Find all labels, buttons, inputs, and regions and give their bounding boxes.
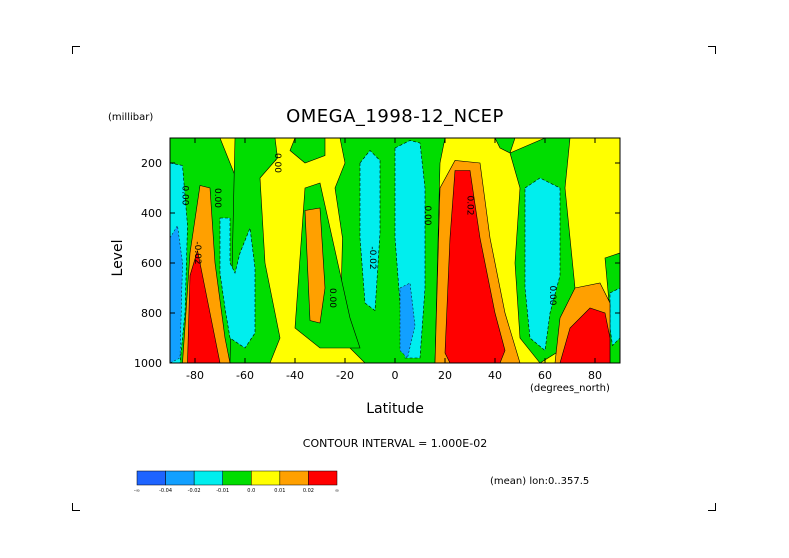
- cyan-region-2: [359, 150, 381, 312]
- orange-region-1: [304, 207, 326, 324]
- corner-mark-bottom-right: [708, 503, 716, 511]
- cyan-region-4: [524, 177, 561, 352]
- cyan-region-1: [219, 217, 256, 349]
- x-tick-label: -80: [186, 369, 204, 382]
- contour-interval-text: CONTOUR INTERVAL = 1.000E-02: [302, 437, 488, 450]
- contour-label-1: 0.00: [212, 188, 222, 208]
- contour-label-2: -0.02: [192, 241, 202, 264]
- colorbar-label: -0.02: [188, 488, 201, 494]
- colorbar-swatch: [165, 470, 195, 486]
- y-tick-label: 200: [141, 157, 162, 170]
- colorbar-label: ∞: [335, 488, 339, 494]
- x-tick-label: -20: [336, 369, 354, 382]
- lightblue-region-0: [170, 224, 183, 363]
- green-region-2: [289, 138, 326, 164]
- x-tick-label: 40: [488, 369, 502, 382]
- corner-mark-top-right: [708, 46, 716, 54]
- contour-label-3: 0.00: [272, 153, 282, 173]
- red-region-1: [444, 170, 506, 363]
- mean-text: (mean) lon:0..357.5: [490, 476, 590, 487]
- y-tick-label: 400: [141, 207, 162, 220]
- red-region-2: [559, 307, 611, 363]
- x-axis-unit: (degrees_north): [530, 383, 610, 394]
- y-axis-ticks: 200 400 600 800 1000: [134, 157, 620, 370]
- green-region-7: [494, 138, 516, 154]
- colorbar-swatch: [279, 470, 309, 486]
- red-region-0: [187, 250, 221, 363]
- y-tick-label: 1000: [134, 357, 162, 370]
- contour-label-8: 0.00: [547, 285, 557, 305]
- colorbar-swatch: [222, 470, 252, 486]
- y-tick-label: 600: [141, 257, 162, 270]
- contour-label-5: -0.02: [367, 246, 377, 269]
- plot-area: [170, 138, 620, 363]
- y-axis-unit: (millibar): [108, 112, 154, 123]
- x-tick-label: 0: [392, 369, 399, 382]
- colorbar-swatch: [193, 470, 223, 486]
- contour-label-4: 0.00: [327, 288, 337, 308]
- corner-mark-bottom-left: [72, 503, 80, 511]
- x-axis-label: Latitude: [366, 401, 424, 417]
- colorbar-label: 0.02: [303, 488, 314, 494]
- contour-label-6: 0.00: [422, 205, 432, 225]
- y-tick-label: 800: [141, 307, 162, 320]
- x-axis-ticks: -80 -60 -40 -20 0 20 40 60 80: [186, 138, 602, 382]
- x-tick-label: -60: [236, 369, 254, 382]
- colorbar-label: 0.0: [247, 488, 255, 494]
- x-tick-label: 20: [438, 369, 452, 382]
- x-tick-label: 60: [538, 369, 552, 382]
- colorbar-label: 0.01: [274, 488, 285, 494]
- colorbar-swatch: [136, 470, 166, 486]
- colorbar-swatch: [251, 470, 281, 486]
- contour-labels: 0.00 0.00 -0.02 0.00 0.00 -0.02 0.00 0.02 0.00: [180, 153, 558, 308]
- contour-label-0: 0.00: [180, 185, 190, 205]
- lightblue-region-1: [399, 282, 416, 359]
- chart-title: OMEGA_1998-12_NCEP: [286, 106, 504, 127]
- x-tick-label: -40: [286, 369, 304, 382]
- colorbar-label: -∞: [134, 488, 140, 494]
- colorbar-swatch: [308, 470, 338, 486]
- colorbar-label: -0.01: [216, 488, 229, 494]
- x-tick-label: 80: [588, 369, 602, 382]
- colorbar-label: -0.04: [159, 488, 172, 494]
- corner-mark-top-left: [72, 46, 80, 54]
- cyan-region-5: [609, 287, 620, 347]
- colorbar: -∞ -0.04 -0.02 -0.01 0.0 0.01 0.02 ∞: [134, 470, 339, 494]
- contour-label-7: 0.02: [465, 195, 475, 215]
